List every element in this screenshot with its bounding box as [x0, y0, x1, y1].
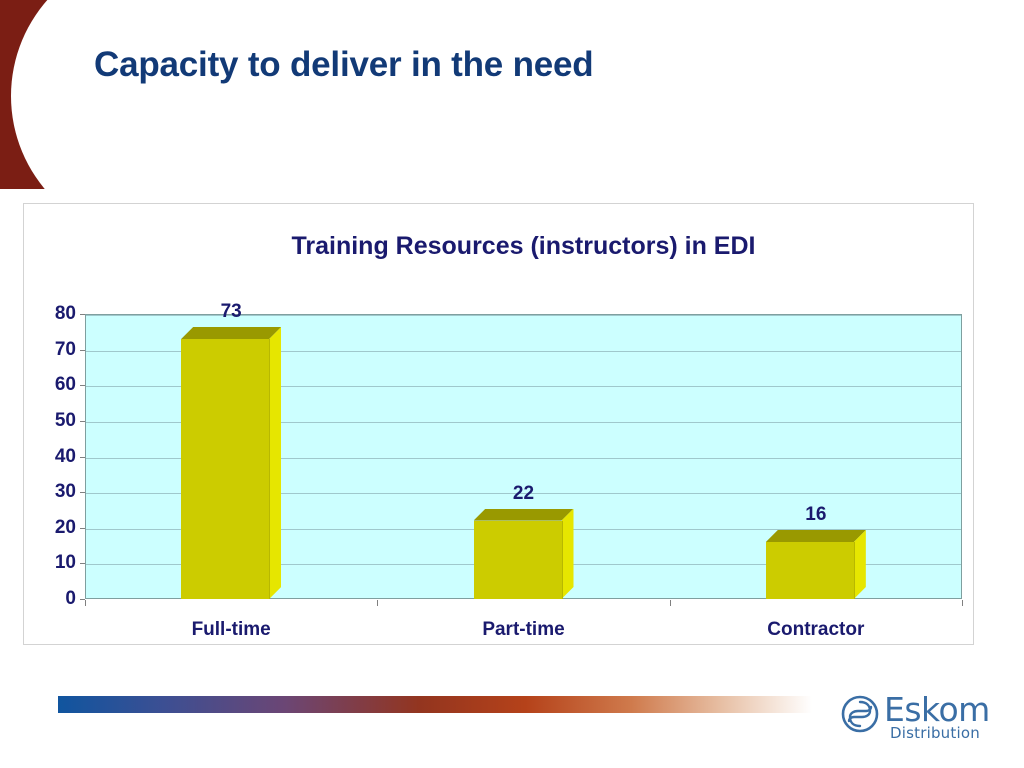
bar[interactable] [765, 530, 866, 599]
bar-side-face [561, 508, 574, 599]
bar-value-label: 73 [220, 300, 242, 322]
x-axis-category-label: Full-time [191, 619, 271, 640]
corner-decoration [0, 0, 66, 189]
gridline [86, 422, 961, 423]
page-title: Capacity to deliver in the need [94, 45, 594, 84]
bar-side-face [853, 530, 866, 599]
footer-gradient-bar [58, 696, 812, 713]
y-axis-tick-label: 40 [54, 445, 76, 467]
bar[interactable] [473, 508, 574, 599]
gridline [86, 493, 961, 494]
y-axis-tick-label: 20 [54, 516, 76, 538]
x-axis-tick-mark [377, 600, 379, 606]
x-axis-tick-mark [85, 600, 86, 606]
gridline [86, 351, 961, 352]
x-axis-tick-mark [962, 600, 963, 606]
y-axis-tick-label: 10 [54, 552, 76, 574]
logo-subtitle: Distribution [890, 724, 980, 742]
y-axis-tick-label: 50 [54, 409, 76, 431]
gridline [86, 315, 961, 316]
chart-container: Training Resources (instructors) in EDI … [23, 203, 974, 645]
y-axis-tick-label: 0 [65, 588, 76, 609]
eskom-logo: Eskom Distribution [840, 690, 990, 748]
gridline [86, 386, 961, 387]
y-axis-tick-label: 70 [54, 338, 76, 360]
bar-side-face [269, 326, 282, 599]
bar-top-face [765, 530, 866, 542]
bar-value-label: 16 [805, 504, 827, 525]
eskom-swirl-icon [840, 694, 880, 739]
x-axis-category-label: Part-time [482, 619, 565, 640]
bar[interactable] [181, 326, 282, 599]
bar-top-face [181, 326, 282, 339]
bar-front-face [765, 542, 855, 599]
logo-wordmark: Eskom [884, 690, 990, 729]
corner-decoration-cutout [11, 0, 66, 189]
bar-top-face [473, 508, 574, 521]
y-axis-tick-label: 30 [54, 481, 76, 503]
bar-front-face [181, 338, 271, 599]
chart-title: Training Resources (instructors) in EDI [291, 232, 756, 260]
gridline [86, 458, 961, 459]
bar-front-face [473, 520, 563, 599]
bar-value-label: 22 [512, 482, 535, 504]
y-axis-tick-label: 80 [54, 303, 76, 324]
x-axis-category-label: Contractor [767, 619, 865, 640]
y-axis-tick-label: 60 [54, 374, 76, 396]
x-axis-tick-mark [669, 600, 671, 606]
